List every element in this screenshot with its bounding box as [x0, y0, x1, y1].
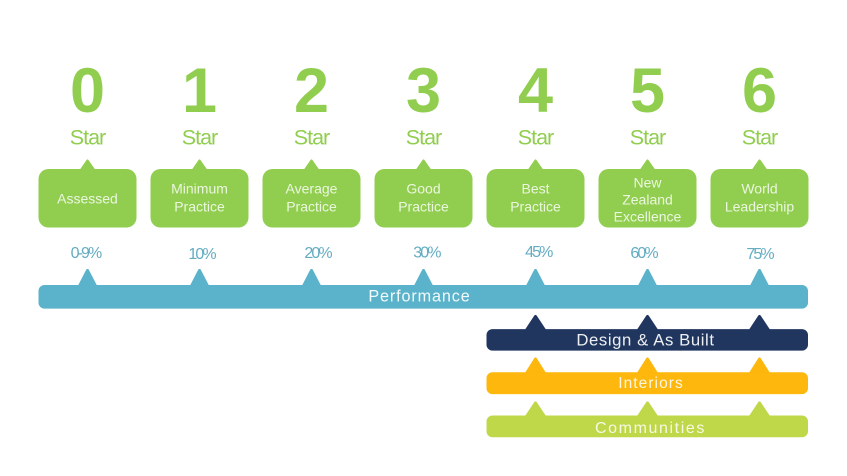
svg-text:Practice: Practice — [398, 199, 449, 215]
svg-text:2: 2 — [294, 56, 329, 126]
svg-text:0-9%: 0-9% — [71, 245, 102, 262]
svg-text:Excellence: Excellence — [614, 208, 682, 224]
svg-text:Star: Star — [294, 126, 330, 150]
svg-text:Performance: Performance — [368, 288, 470, 306]
svg-text:Average: Average — [286, 180, 338, 196]
svg-text:6: 6 — [742, 56, 777, 126]
svg-text:Good: Good — [406, 180, 440, 196]
svg-text:Practice: Practice — [174, 199, 225, 215]
svg-text:Best: Best — [521, 180, 549, 196]
svg-text:0: 0 — [70, 56, 105, 126]
svg-text:Leadership: Leadership — [725, 199, 794, 215]
svg-text:3: 3 — [406, 56, 441, 126]
svg-text:Zealand: Zealand — [622, 192, 673, 208]
svg-text:Star: Star — [182, 126, 218, 150]
svg-text:Star: Star — [406, 126, 442, 150]
svg-text:Star: Star — [70, 126, 106, 150]
svg-text:Star: Star — [742, 126, 778, 150]
svg-text:Star: Star — [630, 126, 666, 150]
svg-text:5: 5 — [630, 56, 665, 126]
svg-text:Interiors: Interiors — [618, 375, 684, 392]
svg-text:World: World — [741, 180, 777, 196]
svg-text:Communities: Communities — [595, 420, 706, 437]
svg-text:Practice: Practice — [286, 199, 337, 215]
svg-text:60%: 60% — [630, 245, 658, 262]
svg-text:10%: 10% — [188, 246, 216, 263]
svg-text:New: New — [633, 175, 662, 191]
svg-text:75%: 75% — [746, 246, 774, 263]
svg-text:Star: Star — [518, 126, 554, 150]
svg-text:Assessed: Assessed — [57, 191, 118, 207]
svg-text:1: 1 — [182, 56, 217, 126]
svg-text:30%: 30% — [413, 244, 441, 261]
svg-text:20%: 20% — [304, 245, 332, 262]
svg-text:45%: 45% — [525, 244, 553, 261]
svg-text:Minimum: Minimum — [171, 180, 228, 196]
svg-text:Practice: Practice — [510, 199, 561, 215]
svg-text:Design & As Built: Design & As Built — [576, 330, 714, 349]
svg-text:4: 4 — [518, 56, 553, 126]
